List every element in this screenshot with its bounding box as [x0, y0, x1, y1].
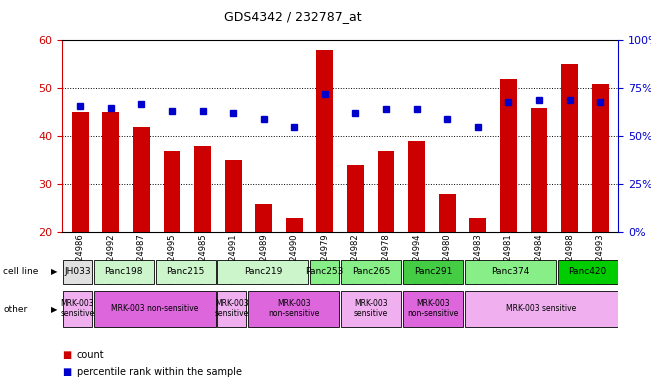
Bar — [469, 218, 486, 232]
Bar — [217, 260, 309, 284]
Bar — [500, 79, 517, 232]
Text: MRK-003 non-sensitive: MRK-003 non-sensitive — [111, 304, 199, 313]
Bar — [133, 127, 150, 232]
Bar — [403, 291, 463, 327]
Text: MRK-003
sensitive: MRK-003 sensitive — [215, 299, 249, 318]
Text: Panc219: Panc219 — [243, 267, 282, 276]
Bar — [310, 260, 339, 284]
Bar — [163, 151, 180, 232]
Bar — [225, 161, 242, 232]
Text: cell line: cell line — [3, 267, 38, 276]
Bar — [286, 218, 303, 232]
Text: ■: ■ — [62, 350, 71, 360]
Text: other: other — [3, 305, 27, 314]
Bar — [62, 260, 92, 284]
Text: Panc265: Panc265 — [352, 267, 390, 276]
Text: MRK-003
non-sensitive: MRK-003 non-sensitive — [408, 299, 458, 318]
Text: Panc374: Panc374 — [491, 267, 529, 276]
Text: Panc215: Panc215 — [167, 267, 204, 276]
Text: ■: ■ — [62, 367, 71, 377]
Bar — [378, 151, 395, 232]
Bar — [102, 112, 119, 232]
Bar — [248, 291, 339, 327]
Text: JH033: JH033 — [64, 267, 90, 276]
Text: MRK-003
sensitive: MRK-003 sensitive — [354, 299, 388, 318]
Text: ▶: ▶ — [51, 305, 57, 314]
Bar — [316, 50, 333, 232]
Bar — [439, 194, 456, 232]
Bar — [408, 141, 425, 232]
Text: MRK-003
sensitive: MRK-003 sensitive — [60, 299, 94, 318]
Bar — [592, 84, 609, 232]
Text: MRK-003
non-sensitive: MRK-003 non-sensitive — [268, 299, 320, 318]
Text: Panc420: Panc420 — [568, 267, 607, 276]
Bar — [341, 291, 401, 327]
Text: Panc253: Panc253 — [305, 267, 344, 276]
Bar — [341, 260, 401, 284]
Bar — [194, 146, 211, 232]
Text: count: count — [77, 350, 104, 360]
Text: percentile rank within the sample: percentile rank within the sample — [77, 367, 242, 377]
Text: Panc198: Panc198 — [104, 267, 143, 276]
Text: Panc291: Panc291 — [414, 267, 452, 276]
Bar — [156, 260, 215, 284]
Bar — [255, 204, 272, 232]
Text: GDS4342 / 232787_at: GDS4342 / 232787_at — [224, 10, 362, 23]
Bar — [94, 260, 154, 284]
Bar — [531, 108, 547, 232]
Bar — [94, 291, 215, 327]
Text: MRK-003 sensitive: MRK-003 sensitive — [506, 304, 576, 313]
Bar — [62, 291, 92, 327]
Text: ▶: ▶ — [51, 267, 57, 276]
Bar — [561, 64, 578, 232]
Bar — [465, 291, 618, 327]
Bar — [217, 291, 247, 327]
Bar — [403, 260, 463, 284]
Bar — [465, 260, 556, 284]
Bar — [72, 112, 89, 232]
Bar — [557, 260, 618, 284]
Bar — [347, 165, 364, 232]
